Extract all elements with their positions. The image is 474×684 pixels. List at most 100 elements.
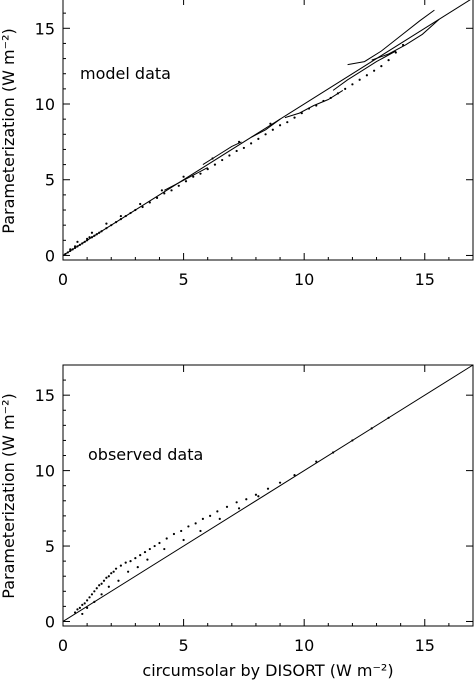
data-point xyxy=(170,189,173,192)
data-point xyxy=(257,495,260,498)
data-curve xyxy=(284,89,344,119)
data-curve xyxy=(371,18,440,61)
data-point xyxy=(380,65,383,68)
data-point xyxy=(218,517,221,520)
data-point xyxy=(93,234,96,237)
data-curve xyxy=(164,167,208,191)
data-point xyxy=(69,248,72,251)
data-point xyxy=(165,537,168,540)
data-curve xyxy=(347,9,435,66)
data-point xyxy=(351,439,354,442)
data-point xyxy=(158,541,161,545)
data-point xyxy=(201,517,204,520)
one-to-one-line xyxy=(62,364,474,622)
data-point xyxy=(344,87,347,90)
data-point xyxy=(129,560,132,563)
data-point xyxy=(209,514,212,517)
data-curve xyxy=(202,141,242,166)
data-point xyxy=(78,606,81,609)
top-panel: model data Parameterization (W m⁻²) 0 5 10… xyxy=(0,0,474,289)
data-point xyxy=(143,550,147,554)
data-curve xyxy=(250,118,281,138)
data-point xyxy=(264,133,267,136)
data-point xyxy=(199,529,202,533)
data-point xyxy=(139,553,142,557)
data-point xyxy=(216,510,219,513)
data-point xyxy=(199,172,202,175)
data-point xyxy=(81,612,84,616)
data-point xyxy=(86,237,89,240)
data-point xyxy=(119,214,122,218)
data-point xyxy=(370,427,373,430)
data-point xyxy=(78,243,81,246)
data-curve xyxy=(332,50,397,91)
data-point xyxy=(127,570,130,573)
y-tick-label: 0 xyxy=(45,246,55,265)
data-point xyxy=(365,74,368,77)
data-point xyxy=(88,596,91,599)
data-point xyxy=(148,201,151,204)
bottom-panel: observed data Parameterization (W m⁻²) c… xyxy=(0,364,474,680)
x-tick-label: 15 xyxy=(415,270,435,289)
data-point xyxy=(110,224,113,227)
y-tick-label: 15 xyxy=(35,386,55,405)
data-point xyxy=(293,116,296,119)
data-point xyxy=(90,236,94,239)
x-tick-label: 15 xyxy=(415,636,435,655)
data-point xyxy=(269,122,272,125)
data-point xyxy=(153,544,156,548)
y-axis-label: Parameterization (W m⁻²) xyxy=(0,28,18,233)
data-point xyxy=(286,121,289,124)
data-point xyxy=(155,196,159,200)
data-point xyxy=(315,460,318,463)
data-point xyxy=(177,184,180,187)
data-point xyxy=(387,58,390,62)
data-point xyxy=(107,575,110,578)
data-point xyxy=(76,245,79,248)
data-point xyxy=(293,474,296,477)
data-point xyxy=(88,236,91,239)
data-point xyxy=(119,564,122,567)
data-point xyxy=(245,498,248,501)
data-point xyxy=(373,69,376,72)
data-point xyxy=(81,603,84,606)
data-point xyxy=(254,493,258,496)
data-point xyxy=(124,561,127,564)
panel-annotation: observed data xyxy=(88,445,203,464)
data-point xyxy=(64,252,67,256)
y-tick-label: 0 xyxy=(45,612,55,631)
data-point xyxy=(206,168,209,171)
data-point xyxy=(86,239,89,242)
data-point xyxy=(81,242,84,245)
data-point xyxy=(100,582,103,585)
data-point xyxy=(228,154,231,157)
data-point xyxy=(225,505,229,508)
data-point xyxy=(136,566,139,569)
y-tick-label: 5 xyxy=(45,537,55,556)
data-point xyxy=(213,163,217,166)
data-point xyxy=(163,547,166,551)
y-tick-label: 15 xyxy=(35,19,55,38)
data-point xyxy=(351,83,354,86)
data-point xyxy=(110,572,113,575)
data-point xyxy=(237,507,241,510)
data-point xyxy=(194,522,197,525)
data-point xyxy=(182,538,185,542)
data-point xyxy=(107,585,110,588)
data-point xyxy=(114,221,118,224)
y-tick-label: 10 xyxy=(35,462,55,481)
data-point xyxy=(93,600,96,603)
data-point xyxy=(76,240,79,243)
data-point xyxy=(250,142,253,145)
data-point xyxy=(148,547,151,551)
data-point xyxy=(100,593,103,596)
data-point xyxy=(100,230,103,233)
data-point xyxy=(139,202,142,206)
data-point xyxy=(98,584,101,587)
data-point xyxy=(76,608,79,611)
data-point xyxy=(358,78,361,81)
y-tick-label: 5 xyxy=(45,171,55,190)
data-point xyxy=(129,211,132,215)
data-point xyxy=(124,214,127,218)
